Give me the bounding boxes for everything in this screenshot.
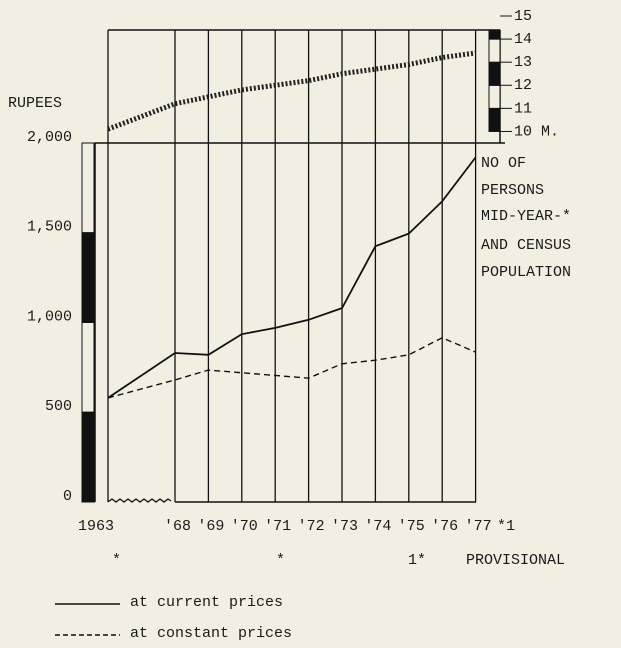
y2-tick-label: 14 [514, 31, 532, 48]
y-tick-label: 2,000 [27, 129, 72, 146]
scale-stripe [488, 84, 501, 109]
y2-tick-label: 15 [514, 8, 532, 25]
y2-tick-label: 10 M. [514, 123, 559, 140]
y2-tick-label: 12 [514, 77, 532, 94]
y-axis-label: RUPEES [8, 95, 62, 112]
x-tick-label: '77 [465, 518, 492, 535]
legend-label: at current prices [130, 594, 283, 611]
y2-tick-label: 11 [514, 100, 532, 117]
y2-tick-label: 13 [514, 54, 532, 71]
scale-stripe [81, 322, 95, 413]
scale-stripe [488, 38, 501, 63]
x-tick-label: '69 [197, 518, 224, 535]
x-tick-label: '75 [398, 518, 425, 535]
note: * [112, 552, 121, 569]
population-label-line: PERSONS [481, 182, 544, 199]
note: 1* [408, 552, 426, 569]
population-label: NO OF PERSONS MID-YEAR-* AND CENSUS POPU… [481, 155, 571, 281]
x-tick-label: '71 [264, 518, 291, 535]
x-tick-label: '74 [364, 518, 391, 535]
population-line [107, 50, 476, 132]
y-tick-label: 1,500 [27, 219, 72, 236]
scale-stripe [488, 29, 501, 40]
y-tick-label: 1,000 [27, 308, 72, 325]
x-tick-label: '72 [298, 518, 325, 535]
series-line [107, 156, 477, 399]
y-tick-label: 0 [63, 488, 72, 505]
population-label-line: MID-YEAR-* [481, 208, 571, 225]
scale-stripe [488, 107, 501, 132]
x-tick-label: '73 [331, 518, 358, 535]
x-tick-label: 1963 [78, 518, 114, 535]
population-label-line: POPULATION [481, 264, 571, 281]
population-label-line: AND CENSUS [481, 237, 571, 254]
population-label-line: NO OF [481, 155, 526, 172]
note: PROVISIONAL [466, 552, 565, 569]
y-tick-label: 500 [45, 398, 72, 415]
x-tick-label: '70 [231, 518, 258, 535]
x-tick-label: '76 [431, 518, 458, 535]
scale-stripe [488, 61, 501, 86]
scale-stripe [81, 232, 95, 323]
note: * [276, 552, 285, 569]
scale-stripe [81, 142, 95, 234]
note: *1 [497, 518, 515, 535]
legend-label: at constant prices [130, 625, 292, 642]
scale-stripe [81, 411, 95, 503]
axis-break [107, 498, 172, 503]
series-line [107, 336, 476, 399]
x-tick-label: '68 [164, 518, 191, 535]
